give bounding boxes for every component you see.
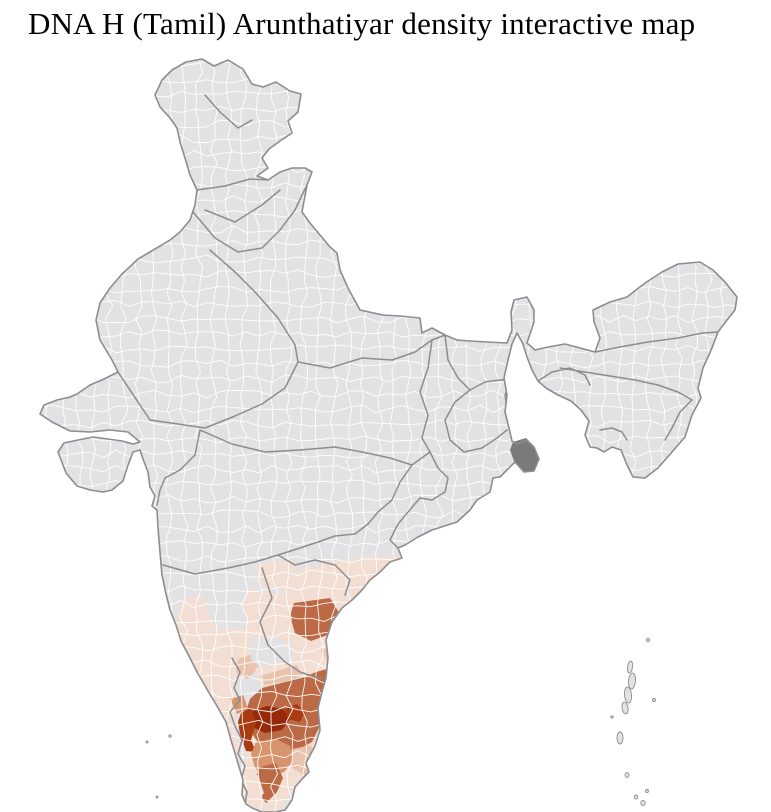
- tn-core-darkest[interactable]: [246, 706, 290, 733]
- page-title: DNA H (Tamil) Arunthatiyar density inter…: [28, 6, 696, 41]
- tn-west-edge[interactable]: [230, 694, 248, 714]
- lakshadweep-islands[interactable]: [145, 734, 172, 799]
- tn-core-east[interactable]: [284, 704, 305, 722]
- state-borders: [117, 94, 719, 805]
- goa-coastal-strip[interactable]: [179, 595, 209, 614]
- andaman-nicobar-islands[interactable]: [610, 638, 656, 806]
